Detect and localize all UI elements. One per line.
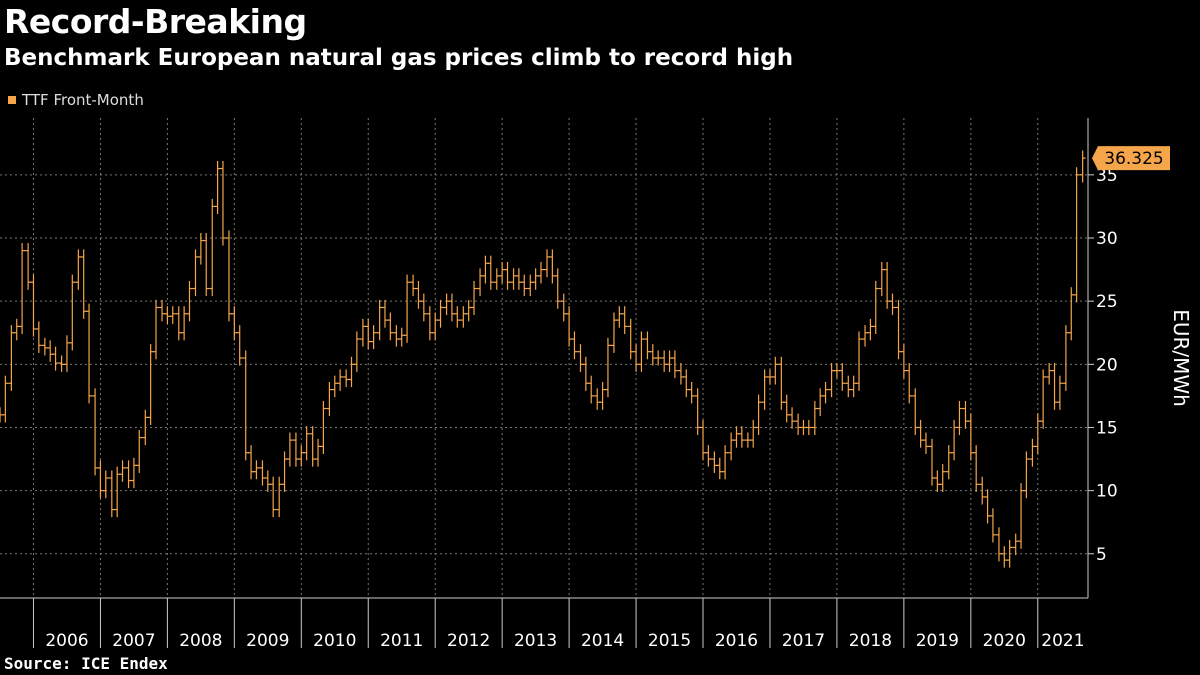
legend-swatch bbox=[8, 96, 16, 104]
legend-label: TTF Front-Month bbox=[22, 91, 144, 109]
chart-legend: TTF Front-Month bbox=[8, 91, 144, 109]
chart-title: Record-Breaking bbox=[4, 2, 307, 41]
x-tick-label: 2006 bbox=[45, 631, 88, 651]
x-tick-label: 2016 bbox=[715, 631, 758, 651]
last-value-label: 36.325 bbox=[1104, 149, 1163, 169]
x-tick-label: 2015 bbox=[648, 631, 691, 651]
y-axis-title: EUR/MWh bbox=[1169, 309, 1193, 407]
x-tick-label: 2009 bbox=[246, 631, 289, 651]
x-tick-label: 2019 bbox=[916, 631, 959, 651]
y-tick-label: 20 bbox=[1096, 355, 1118, 375]
y-tick-label: 10 bbox=[1096, 482, 1118, 502]
x-tick-label: 2007 bbox=[112, 631, 155, 651]
x-tick-label: 2013 bbox=[514, 631, 557, 651]
x-tick-label: 2011 bbox=[380, 631, 423, 651]
source-note: Source: ICE Endex bbox=[4, 654, 168, 673]
chart-subtitle: Benchmark European natural gas prices cl… bbox=[4, 45, 794, 71]
x-tick-label: 2008 bbox=[179, 631, 222, 651]
y-tick-label: 15 bbox=[1096, 418, 1118, 438]
x-tick-label: 2017 bbox=[782, 631, 825, 651]
x-tick-label: 2012 bbox=[447, 631, 490, 651]
y-tick-label: 35 bbox=[1096, 166, 1118, 186]
last-value-badge bbox=[1092, 146, 1170, 171]
x-tick-label: 2018 bbox=[849, 631, 892, 651]
y-tick-label: 30 bbox=[1096, 229, 1118, 249]
x-tick-label: 2020 bbox=[983, 631, 1026, 651]
y-tick-label: 25 bbox=[1096, 292, 1118, 312]
x-tick-label: 2014 bbox=[581, 631, 624, 651]
x-tick-label: 2021 bbox=[1041, 631, 1084, 651]
y-tick-label: 5 bbox=[1096, 545, 1107, 565]
x-tick-label: 2010 bbox=[313, 631, 356, 651]
